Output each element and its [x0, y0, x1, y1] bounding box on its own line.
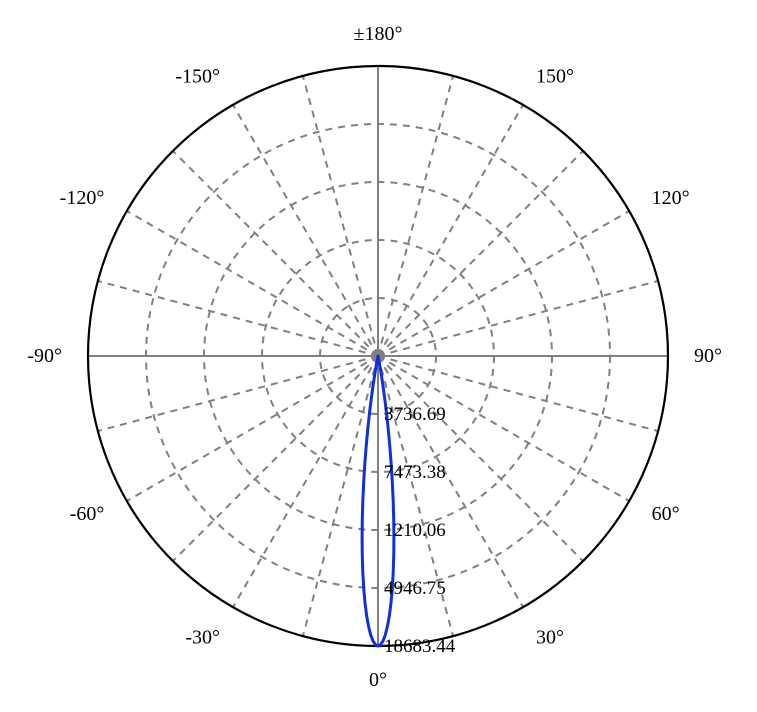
radial-label: 1210.06: [384, 520, 446, 541]
angle-label: 150°: [536, 65, 574, 87]
radial-label: 18683.44: [384, 636, 456, 657]
angle-label: 30°: [536, 627, 564, 649]
angle-label: -30°: [185, 627, 220, 649]
angle-label: -60°: [70, 503, 105, 525]
angle-label: 90°: [694, 345, 722, 367]
radial-label: 4946.75: [384, 578, 446, 599]
radial-label: 3736.69: [384, 404, 446, 425]
radial-label: 7473.38: [384, 462, 446, 483]
angle-label: ±180°: [354, 23, 403, 45]
angle-label: -120°: [60, 187, 105, 209]
angle-label: 60°: [652, 503, 680, 525]
angle-label: -90°: [27, 345, 62, 367]
angle-label: 0°: [369, 669, 387, 691]
polar-chart: 3736.69 7473.38 1210.06 4946.75 18683.44 0° 30…: [0, 0, 757, 712]
angle-label: -150°: [175, 65, 220, 87]
angle-label: 120°: [652, 187, 690, 209]
